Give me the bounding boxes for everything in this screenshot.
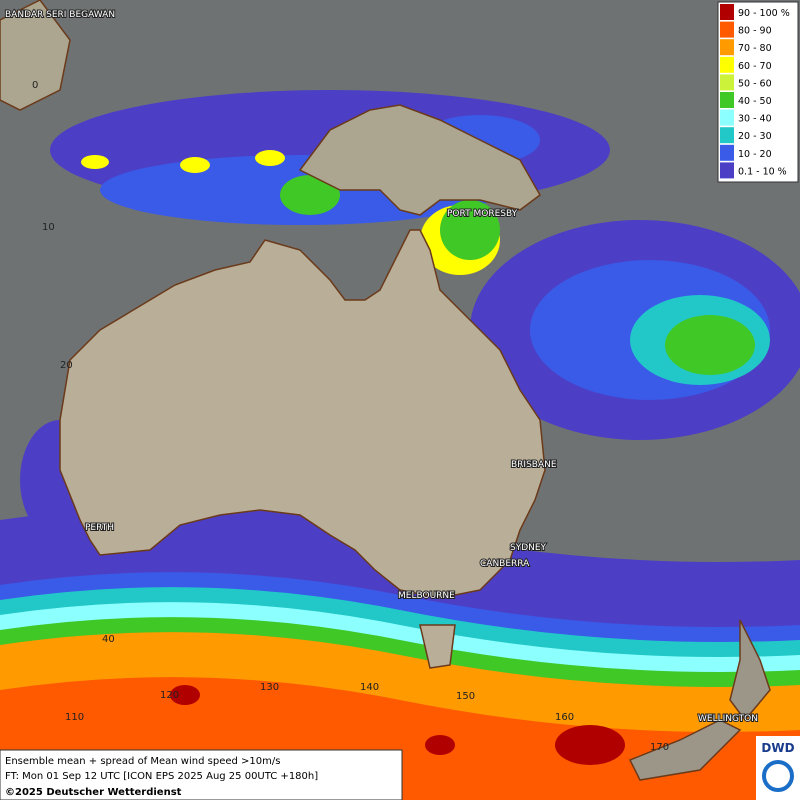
new-guinea [298, 104, 541, 216]
grid-label: 150 [456, 691, 475, 702]
wind-field [255, 150, 285, 166]
legend-label: 20 - 30 [738, 131, 772, 142]
wind-field [81, 155, 109, 169]
wind-field [280, 175, 340, 215]
footer-box [0, 749, 403, 801]
legend-swatch [720, 4, 734, 20]
legend-swatch [720, 92, 734, 108]
legend-label: 80 - 90 [738, 26, 772, 37]
australia [59, 229, 546, 599]
grid-label: 0 [32, 80, 38, 91]
legend-swatch [720, 127, 734, 144]
legend-label: 50 - 60 [738, 78, 772, 89]
borneo [0, 0, 71, 111]
wind-field [440, 200, 500, 260]
legend-swatch [720, 39, 734, 56]
tasmania [419, 624, 456, 669]
legend-swatch [720, 109, 734, 126]
logo: DWD [761, 741, 794, 755]
legend: 90 - 100 % 80 - 90 70 - 80 60 - 70 50 - 60 40… [717, 1, 799, 183]
footer-line: Ensemble mean + spread of Mean wind spee… [5, 756, 280, 767]
footer-line: FT: Mon 01 Sep 12 UTC [ICON EPS 2025 Aug… [5, 771, 318, 782]
legend-swatch [720, 21, 734, 38]
wind-field [170, 685, 200, 705]
place-label: SYDNEY [510, 543, 547, 553]
wind-field [555, 725, 625, 765]
legend-label: 40 - 50 [738, 96, 772, 107]
legend-label: 0.1 - 10 % [738, 166, 787, 177]
place-label: PERTH [85, 523, 114, 533]
nz-south [628, 719, 742, 781]
legend-label: 30 - 40 [738, 114, 772, 125]
place-label: MELBOURNE [398, 591, 455, 601]
legend-swatch [720, 144, 734, 161]
legend-label: 10 - 20 [738, 149, 772, 160]
logo-swirl [762, 760, 794, 792]
legend-swatch [720, 162, 734, 179]
grid-label: 120 [160, 690, 179, 701]
legend-swatch [720, 56, 734, 73]
nz-north [729, 619, 771, 722]
place-label: BRISBANE [511, 460, 557, 470]
wind-field [425, 735, 455, 755]
place-label: PORT MORESBY [447, 209, 518, 219]
place-label: WELLINGTON [698, 714, 758, 724]
wind-field [665, 315, 755, 375]
place-label: BANDAR SERI BEGAWAN [5, 10, 115, 20]
grid-label: 110 [65, 712, 84, 723]
grid-label: 160 [555, 712, 574, 723]
grid-label: 170 [650, 742, 669, 753]
grid-label: 130 [260, 682, 279, 693]
legend-swatch [720, 74, 734, 91]
grid-label: 20 [60, 360, 73, 371]
place-label: CANBERRA [480, 559, 530, 569]
copyright: ©2025 Deutscher Wetterdienst [5, 787, 182, 798]
grid-label: 40 [102, 634, 115, 645]
grid-label: 140 [360, 682, 379, 693]
grid-label: 10 [42, 222, 55, 233]
legend-label: 90 - 100 % [738, 8, 790, 19]
legend-label: 70 - 80 [738, 43, 772, 54]
legend-label: 60 - 70 [738, 61, 772, 72]
wind-field [180, 157, 210, 173]
